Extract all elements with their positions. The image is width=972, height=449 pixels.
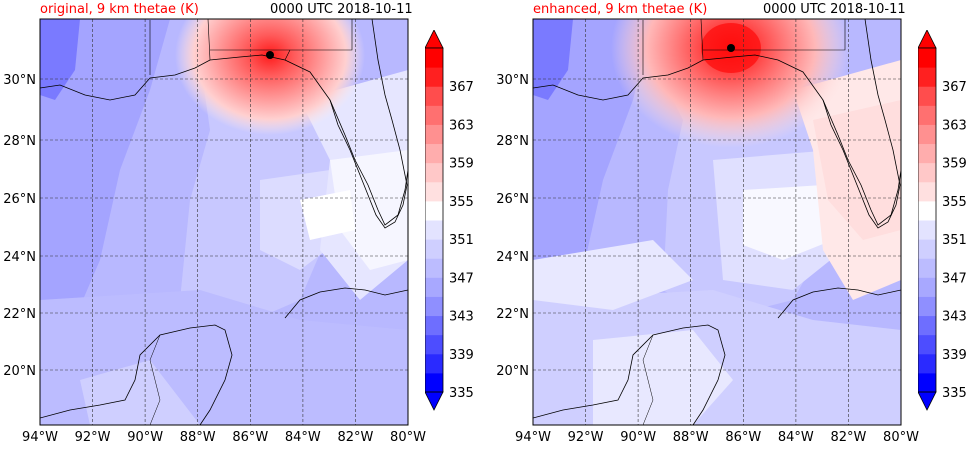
right-panel-time: 0000 UTC 2018-10-11 <box>763 2 906 17</box>
lat-tick-label: 30°N <box>3 73 36 88</box>
colorbar-swatch <box>918 315 936 336</box>
colorbar-max-arrow <box>425 30 444 49</box>
colorbar-swatch <box>918 334 936 355</box>
colorbar-tick-label: 367 <box>449 80 474 95</box>
colorbar-swatch <box>425 239 443 259</box>
colorbar-min-arrow <box>425 391 444 411</box>
colorbar-swatch <box>425 105 443 125</box>
colorbar-right: 335 339 343 347 351 355 359 363 367 <box>918 30 967 411</box>
left-map: 94°W 92°W 90°W 88°W 86°W 84°W 82°W 80°W 20°N 22°… <box>3 18 426 445</box>
colorbar-min-arrow <box>918 391 937 411</box>
colorbar-swatch <box>425 258 443 278</box>
colorbar-tick-label: 363 <box>942 118 967 133</box>
colorbar-swatch <box>918 220 936 240</box>
colorbar-tick-label: 347 <box>942 271 967 286</box>
colorbar-max-arrow <box>918 30 937 49</box>
colorbar-tick-label: 355 <box>942 195 967 210</box>
lon-tick-label: 90°W <box>620 430 656 445</box>
colorbar-swatch <box>425 143 443 164</box>
lat-tick-label: 24°N <box>496 250 529 265</box>
colorbar-swatch <box>425 334 443 355</box>
lon-tick-label: 88°W <box>180 430 216 445</box>
colorbar-tick-label: 335 <box>449 386 474 401</box>
colorbar-swatch <box>918 105 936 125</box>
left-panel: original, 9 km thetae (K) 0000 UTC 2018-… <box>3 2 426 445</box>
colorbar-swatch <box>918 200 936 221</box>
colorbar-tick-label: 339 <box>449 348 474 363</box>
lon-tick-label: 80°W <box>883 430 919 445</box>
lat-tick-label: 24°N <box>3 250 36 265</box>
colorbar-left: 335 339 343 347 351 355 359 363 367 <box>425 30 474 411</box>
colorbar-tick-label: 335 <box>942 386 967 401</box>
colorbar-swatch <box>918 181 936 202</box>
colorbar-swatch <box>918 48 936 68</box>
right-panel: enhanced, 9 km thetae (K) 0000 UTC 2018-… <box>493 0 972 449</box>
colorbar-swatch <box>425 181 443 202</box>
colorbar-swatch <box>425 124 443 145</box>
storm-center-marker <box>727 44 735 52</box>
colorbar-tick-label: 351 <box>942 233 967 248</box>
left-panel-title: original, 9 km thetae (K) <box>40 2 199 17</box>
colorbar-swatch <box>918 239 936 259</box>
lon-tick-label: 88°W <box>673 430 709 445</box>
colorbar-swatch <box>425 48 443 68</box>
colorbar-swatch <box>918 162 936 183</box>
colorbar-tick-label: 359 <box>942 157 967 172</box>
lat-tick-label: 30°N <box>496 73 529 88</box>
colorbar-tick-label: 343 <box>942 310 967 325</box>
lon-tick-label: 86°W <box>725 430 761 445</box>
lat-tick-label: 28°N <box>3 134 36 149</box>
colorbar-tick-label: 355 <box>449 195 474 210</box>
colorbar-swatch <box>425 200 443 221</box>
lon-tick-label: 80°W <box>390 430 426 445</box>
lat-tick-label: 26°N <box>3 192 36 207</box>
colorbar-swatch <box>425 67 443 87</box>
colorbar-swatch <box>918 67 936 87</box>
colorbar-swatch <box>425 353 443 374</box>
lon-tick-label: 94°W <box>515 430 551 445</box>
right-panel-title: enhanced, 9 km thetae (K) <box>533 2 708 17</box>
colorbar-tick-label: 367 <box>942 80 967 95</box>
storm-center-marker <box>266 51 274 59</box>
colorbar-tick-label: 347 <box>449 271 474 286</box>
colorbar-swatch <box>918 124 936 145</box>
lat-tick-label: 20°N <box>496 364 529 379</box>
left-panel-time: 0000 UTC 2018-10-11 <box>270 2 413 17</box>
lon-tick-label: 94°W <box>22 430 58 445</box>
colorbar-swatch <box>425 315 443 336</box>
colorbar-swatch <box>425 277 443 297</box>
lon-tick-label: 82°W <box>337 430 373 445</box>
colorbar-swatch <box>425 162 443 183</box>
colorbar-tick-label: 359 <box>449 157 474 172</box>
lon-tick-label: 92°W <box>568 430 604 445</box>
colorbar-tick-label: 343 <box>449 310 474 325</box>
colorbar-swatch <box>918 296 936 317</box>
colorbar-swatch <box>918 372 936 393</box>
colorbar-swatch <box>918 353 936 374</box>
colorbar-tick-label: 363 <box>449 118 474 133</box>
lon-tick-label: 90°W <box>127 430 163 445</box>
lon-tick-label: 92°W <box>75 430 111 445</box>
lat-tick-label: 22°N <box>3 307 36 322</box>
lat-tick-label: 20°N <box>3 364 36 379</box>
right-map: 94°W 92°W 90°W 88°W 86°W 84°W 82°W 80°W 20°N 22°… <box>496 18 919 445</box>
colorbar-swatch <box>918 143 936 164</box>
lat-tick-label: 28°N <box>496 134 529 149</box>
colorbar-swatch <box>425 296 443 317</box>
colorbar-swatch <box>918 258 936 278</box>
colorbar-swatch <box>918 277 936 297</box>
lon-tick-label: 86°W <box>232 430 268 445</box>
lon-tick-label: 84°W <box>778 430 814 445</box>
lon-tick-label: 84°W <box>285 430 321 445</box>
lat-tick-label: 22°N <box>496 307 529 322</box>
lat-tick-label: 26°N <box>496 192 529 207</box>
lon-tick-label: 82°W <box>830 430 866 445</box>
colorbar-swatch <box>425 372 443 393</box>
colorbar-tick-label: 351 <box>449 233 474 248</box>
colorbar-swatch <box>425 86 443 106</box>
colorbar-tick-label: 339 <box>942 348 967 363</box>
colorbar-swatch <box>918 86 936 106</box>
colorbar-swatch <box>425 220 443 240</box>
